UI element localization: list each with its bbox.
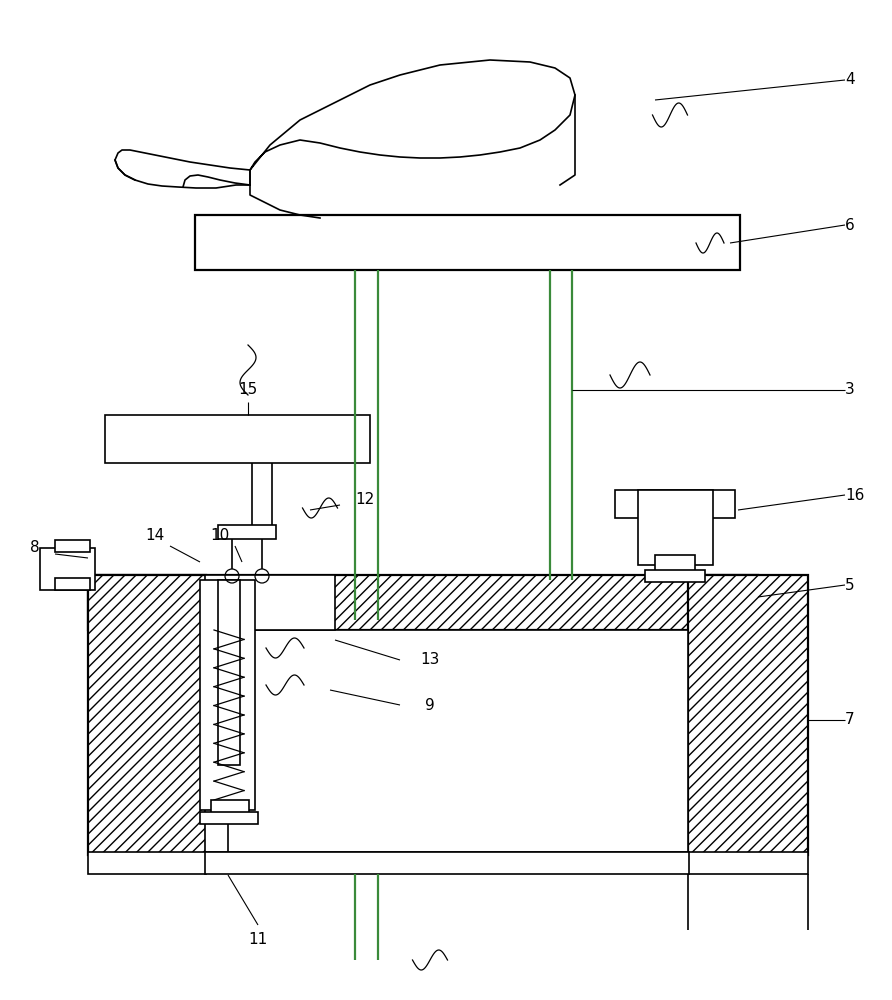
Bar — [205, 852, 689, 874]
Text: 4: 4 — [845, 73, 855, 88]
Text: 6: 6 — [845, 218, 855, 232]
Text: 16: 16 — [845, 488, 864, 502]
Text: 5: 5 — [845, 578, 855, 592]
Text: 9: 9 — [425, 698, 435, 712]
Bar — [218, 525, 276, 539]
Bar — [88, 575, 758, 630]
Bar — [645, 570, 705, 582]
Text: 7: 7 — [845, 712, 855, 728]
Bar — [200, 812, 258, 824]
Bar — [638, 490, 713, 565]
Bar — [195, 215, 740, 270]
Text: 3: 3 — [845, 382, 855, 397]
Bar — [205, 575, 335, 630]
Text: 11: 11 — [248, 932, 268, 948]
Bar — [205, 630, 688, 852]
Text: 12: 12 — [355, 492, 375, 508]
Text: 8: 8 — [30, 540, 40, 556]
Text: 15: 15 — [238, 382, 258, 397]
Bar — [88, 575, 206, 855]
Text: 14: 14 — [145, 528, 165, 542]
Bar — [211, 800, 249, 814]
Text: 10: 10 — [211, 528, 229, 542]
Bar — [688, 852, 808, 874]
Bar — [615, 490, 735, 518]
Bar — [655, 555, 695, 575]
Text: 13: 13 — [420, 652, 440, 668]
Bar — [40, 548, 95, 590]
Bar — [55, 540, 90, 552]
Bar — [88, 852, 206, 874]
Bar — [105, 415, 370, 463]
Bar — [688, 575, 808, 855]
Bar — [218, 580, 240, 765]
Bar — [200, 580, 255, 810]
Bar — [55, 578, 90, 590]
